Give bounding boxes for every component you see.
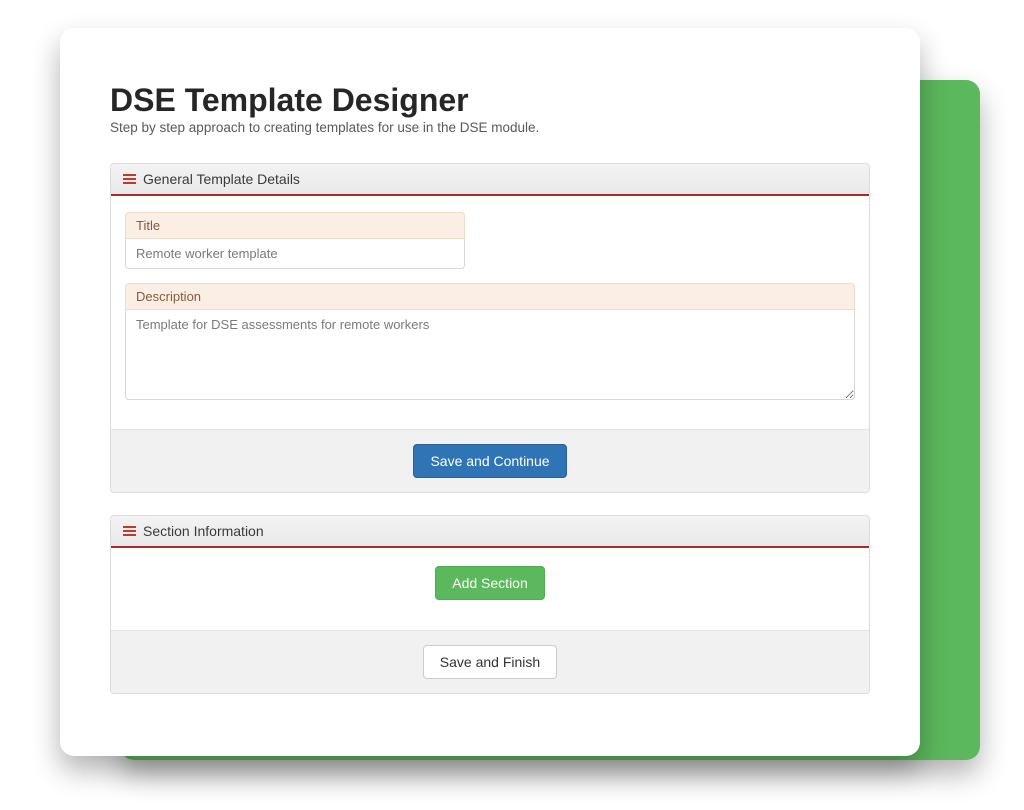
page-title: DSE Template Designer [110,83,870,118]
section-panel-header: Section Information [111,516,869,548]
hamburger-icon [123,174,136,184]
description-input[interactable] [125,310,855,400]
description-label: Description [125,283,855,310]
general-panel-header: General Template Details [111,164,869,196]
general-panel-body: Title Description [111,196,869,429]
general-panel-footer: Save and Continue [111,429,869,492]
section-info-panel: Section Information Add Section Save and… [110,515,870,694]
title-field-group: Title [125,212,465,269]
section-panel-body: Add Section [111,548,869,630]
add-section-button[interactable]: Add Section [435,566,545,600]
save-continue-button[interactable]: Save and Continue [413,444,566,478]
section-panel-footer: Save and Finish [111,630,869,693]
hamburger-icon [123,526,136,536]
general-details-panel: General Template Details Title Descripti… [110,163,870,493]
section-panel-title: Section Information [143,523,264,539]
save-finish-button[interactable]: Save and Finish [423,645,557,679]
description-field-group: Description [125,283,855,405]
title-input[interactable] [125,239,465,269]
main-card: DSE Template Designer Step by step appro… [60,28,920,756]
title-label: Title [125,212,465,239]
page-subtitle: Step by step approach to creating templa… [110,120,870,135]
general-panel-title: General Template Details [143,171,300,187]
